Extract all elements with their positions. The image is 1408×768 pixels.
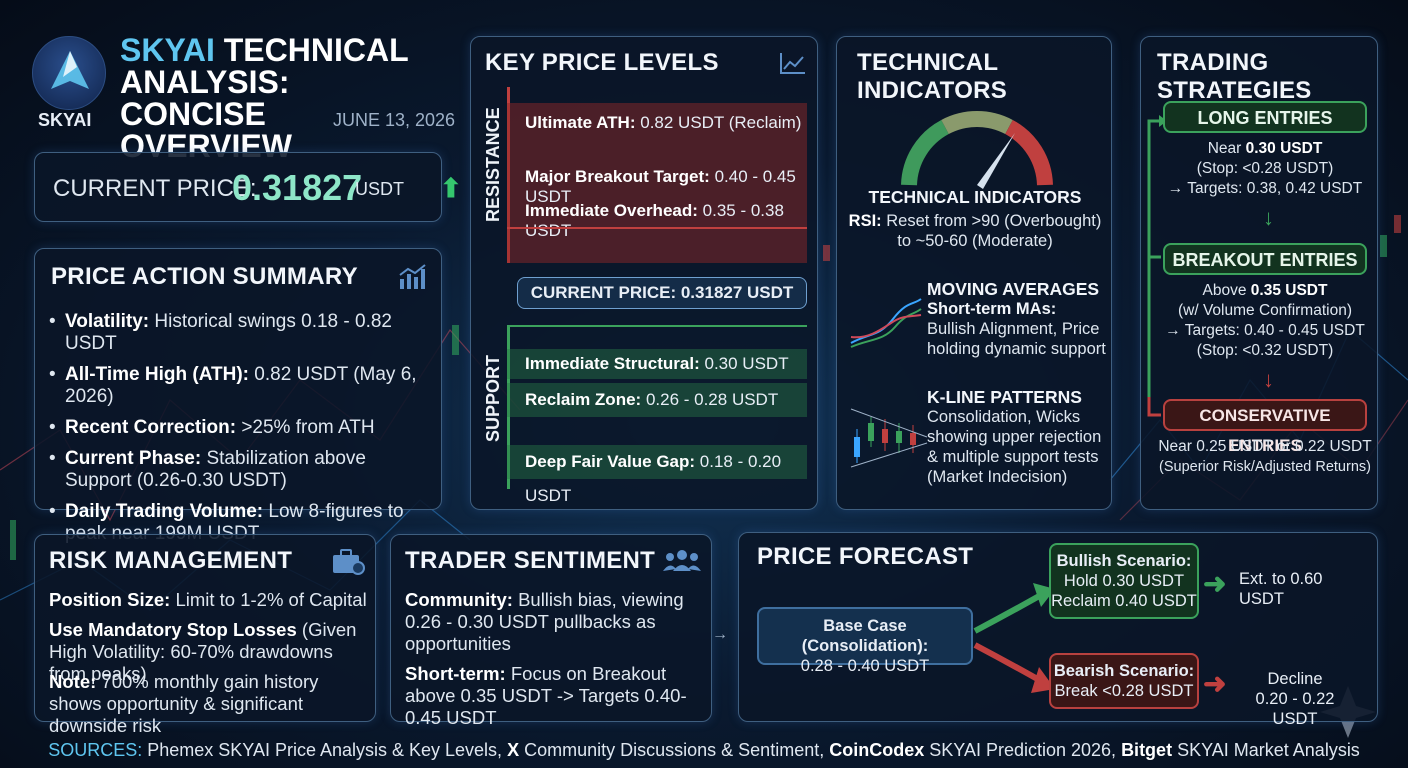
resistance-zone: Major Breakout Target: 0.40 - 0.45 USDT … xyxy=(507,143,807,263)
rsi-text: RSI: Reset from >90 (Overbought) to ~50-… xyxy=(848,212,1102,250)
bearish-scenario-box: Bearish Scenario: Break <0.28 USDT xyxy=(1049,653,1199,709)
k-line-title: K-LINE PATTERNS xyxy=(927,387,1082,407)
bar-chart-icon xyxy=(399,264,426,289)
skyai-logo xyxy=(32,36,106,110)
risk-position-size: Position Size: Limit to 1-2% of Capital xyxy=(49,589,367,610)
list-item: Current Phase: Stabilization above Suppo… xyxy=(49,448,431,492)
title-rest: TECHNICAL ANALYSIS: CONCISE OVERVIEW xyxy=(120,32,409,164)
sentiment-title: TRADER SENTIMENT xyxy=(405,547,656,574)
current-price-marker: CURRENT PRICE: 0.31827 USDT xyxy=(517,277,807,309)
trader-sentiment-panel: TRADER SENTIMENT Community: Bullish bias… xyxy=(390,534,712,728)
gauge-subtitle: TECHNICAL INDICATORS xyxy=(868,187,1082,207)
resistance-divider xyxy=(507,227,807,229)
page-title: SKYAI TECHNICAL ANALYSIS: CONCISE OVERVI… xyxy=(120,34,420,162)
moving-averages-block: MOVING AVERAGES Short-term MAs: Bullish … xyxy=(927,279,1107,359)
resistance-label: RESISTANCE xyxy=(483,107,503,222)
sentiment-community: Community: Bullish bias, viewing 0.26 - … xyxy=(405,589,684,654)
support-level: Immediate Structural: 0.30 USDT xyxy=(507,349,807,379)
base-case-box: Base Case (Consolidation): 0.28 - 0.40 U… xyxy=(757,607,973,675)
down-arrow-icon: ↓ xyxy=(1263,367,1274,392)
k-line-block: K-LINE PATTERNS Consolidation, Wicks sho… xyxy=(927,387,1111,487)
candlestick-icon xyxy=(850,408,928,468)
moving-average-icon xyxy=(850,298,922,348)
line-chart-icon xyxy=(780,53,805,74)
forecast-title: PRICE FORECAST xyxy=(757,543,974,570)
ma-subtitle: Short-term MAs: xyxy=(927,300,1057,318)
price-action-title: PRICE ACTION SUMMARY xyxy=(51,263,358,290)
price-action-panel: PRICE ACTION SUMMARY Volatility: Histori… xyxy=(34,248,442,544)
technical-indicators-panel: TECHNICAL INDICATORS TECHNICAL INDICATOR… xyxy=(836,36,1112,510)
risk-management-panel: RISK MANAGEMENT Position Size: Limit to … xyxy=(34,534,376,736)
price-action-list: Volatility: Historical swings 0.18 - 0.8… xyxy=(49,311,431,554)
support-level: Reclaim Zone: 0.26 - 0.28 USDT xyxy=(507,383,807,417)
risk-stop-loss: Use Mandatory Stop Losses (Given High Vo… xyxy=(49,619,357,684)
trading-strategies-panel: TRADING STRATEGIES LONG ENTRIES Near 0.3… xyxy=(1140,36,1378,510)
price-forecast-panel: PRICE FORECAST Base Case (Consolidation)… xyxy=(738,532,1378,728)
list-item: All-Time High (ATH): 0.82 USDT (May 6, 2… xyxy=(49,364,431,408)
users-icon xyxy=(663,550,701,571)
long-entries-text: Near 0.30 USDT (Stop: <0.28 USDT) → Targ… xyxy=(1167,140,1363,197)
forecast-arrows xyxy=(973,583,1055,693)
support-label: SUPPORT xyxy=(483,354,503,442)
up-arrow-icon: ⬆ xyxy=(440,173,462,203)
bearish-arrow-icon: ➜ xyxy=(1203,668,1227,699)
breakout-entries-badge: BREAKOUT ENTRIES xyxy=(1163,243,1367,275)
bullish-arrow-icon: ➜ xyxy=(1203,568,1227,599)
indicators-title: TECHNICAL INDICATORS xyxy=(857,49,1008,104)
list-item: Volatility: Historical swings 0.18 - 0.8… xyxy=(49,311,431,355)
logo-text: SKYAI xyxy=(38,110,92,130)
list-item: Recent Correction: >25% from ATH xyxy=(49,417,431,439)
current-price-label: CURRENT PRICE: xyxy=(53,175,257,202)
breakout-entries-text: Above 0.35 USDT (w/ Volume Confirmation)… xyxy=(1165,282,1365,359)
resistance-level: Immediate Overhead: 0.35 - 0.38 USDT xyxy=(525,201,784,240)
report-date: JUNE 13, 2026 xyxy=(333,110,456,130)
support-divider xyxy=(507,325,807,327)
sources-footer: SOURCES: Phemex SKYAI Price Analysis & K… xyxy=(48,740,1360,760)
long-entries-badge: LONG ENTRIES xyxy=(1163,101,1367,133)
key-levels-title: KEY PRICE LEVELS xyxy=(485,49,719,76)
connector-arrow-icon: → xyxy=(712,626,728,643)
current-price-unit: USDT xyxy=(355,179,404,199)
support-level: Deep Fair Value Gap: 0.18 - 0.20 USDT xyxy=(507,445,807,505)
risk-title: RISK MANAGEMENT xyxy=(49,547,293,574)
title-accent: SKYAI xyxy=(120,32,215,68)
conservative-entries-text: Near 0.25 USDT or 0.22 USDT (Superior Ri… xyxy=(1158,438,1372,475)
support-bracket xyxy=(507,325,510,489)
strategies-title: TRADING STRATEGIES xyxy=(1157,49,1312,104)
logo-mark-icon xyxy=(51,51,89,89)
k-line-text: Consolidation, Wicks showing upper rejec… xyxy=(927,408,1102,486)
ma-title: MOVING AVERAGES xyxy=(927,279,1100,299)
down-arrow-icon: ↓ xyxy=(1263,205,1274,230)
bullish-outcome: Ext. to 0.60 USDT xyxy=(1239,570,1323,608)
resistance-level: Major Breakout Target: 0.40 - 0.45 USDT xyxy=(525,167,796,206)
bearish-outcome: Decline 0.20 - 0.22 USDT xyxy=(1255,670,1335,728)
conservative-entries-badge: CONSERVATIVE ENTRIES xyxy=(1163,399,1367,455)
briefcase-icon xyxy=(333,549,365,575)
current-price-value: 0.31827 xyxy=(232,167,363,208)
resistance-level: Ultimate ATH: 0.82 USDT (Reclaim) xyxy=(507,103,807,143)
gauge-icon xyxy=(901,111,1053,189)
ma-text: Bullish Alignment, Price holding dynamic… xyxy=(927,320,1106,358)
sentiment-short-term: Short-term: Focus on Breakout above 0.35… xyxy=(405,663,687,728)
strategy-flow-arrows xyxy=(1147,115,1167,417)
risk-note: Note: 700% monthly gain history shows op… xyxy=(49,671,319,736)
bullish-scenario-box: Bullish Scenario: Hold 0.30 USDT Reclaim… xyxy=(1049,543,1199,619)
current-price-panel: CURRENT PRICE: 0.31827 USDT ⬆ xyxy=(34,152,462,222)
key-price-levels-panel: KEY PRICE LEVELS RESISTANCE Ultimate ATH… xyxy=(470,36,818,510)
